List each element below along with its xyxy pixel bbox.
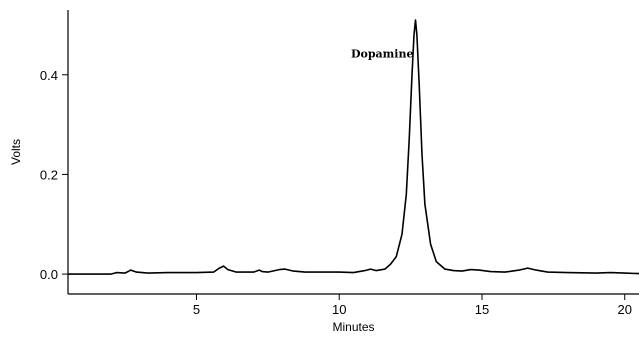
y-tick-label: 0.0 (40, 267, 58, 282)
y-tick-label: 0.2 (40, 167, 58, 182)
series-layer (68, 19, 639, 275)
plot-axes (67, 10, 639, 295)
x-tick-label: 20 (617, 302, 631, 317)
peak-label: Dopamine (351, 47, 414, 60)
x-tick-label: 5 (193, 302, 200, 317)
x-tick-label: 10 (332, 302, 346, 317)
annotations: Dopamine (351, 47, 414, 60)
series-line (68, 19, 639, 275)
x-tick-label: 15 (475, 302, 489, 317)
x-axis-title: Minutes (332, 320, 374, 334)
y-tick-label: 0.4 (40, 68, 58, 83)
axis-ticks: 5 10 15 20 0.0 0.2 0.4 (40, 68, 632, 317)
y-axis-title: Volts (9, 139, 23, 165)
